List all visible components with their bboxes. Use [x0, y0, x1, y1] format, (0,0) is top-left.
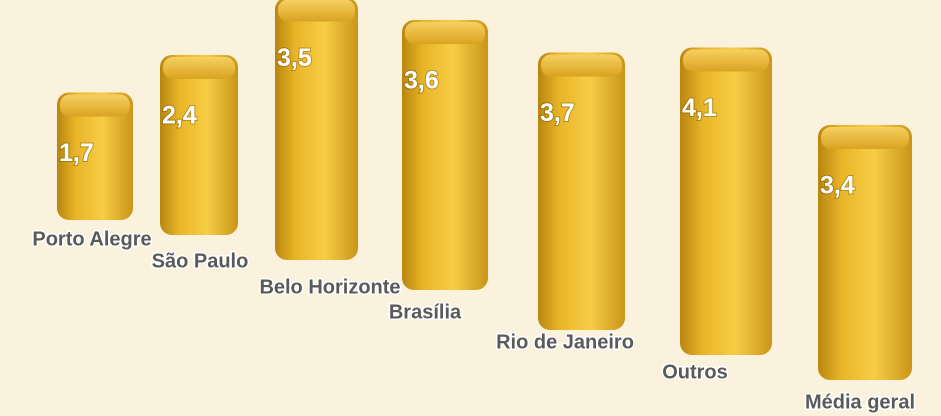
bar-top — [60, 94, 130, 117]
category-label: Brasília — [389, 301, 462, 323]
bar — [57, 92, 133, 220]
category-label: Rio de Janeiro — [496, 331, 634, 353]
category-label: Média geral — [805, 391, 915, 413]
value-label: 3,6 — [404, 67, 439, 95]
bar — [680, 47, 772, 355]
value-label: 2,4 — [162, 102, 197, 130]
bar-top — [541, 54, 622, 77]
value-label: 3,7 — [540, 99, 575, 127]
bar-top — [683, 49, 769, 72]
bar — [538, 52, 625, 330]
category-label: São Paulo — [152, 250, 249, 272]
bar — [402, 20, 488, 290]
value-label: 3,5 — [277, 44, 312, 72]
bar-top — [405, 22, 485, 44]
bar-top — [278, 0, 355, 22]
value-label: 4,1 — [682, 94, 717, 122]
value-label: 3,4 — [820, 172, 855, 200]
bar — [275, 0, 358, 260]
bar — [160, 55, 238, 235]
category-label: Outros — [662, 361, 728, 383]
value-label: 1,7 — [59, 139, 94, 167]
category-label: Porto Alegre — [32, 228, 151, 250]
bar-top — [163, 57, 235, 79]
bar — [818, 125, 912, 380]
category-label: Belo Horizonte — [259, 276, 400, 298]
bar-top — [821, 127, 909, 149]
